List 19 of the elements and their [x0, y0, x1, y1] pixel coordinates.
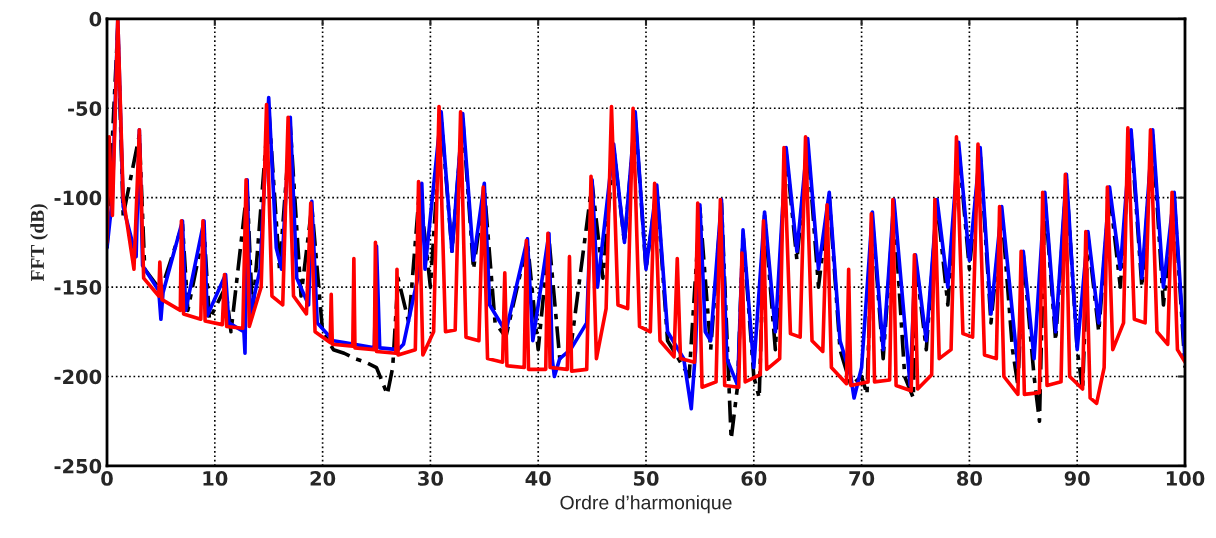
y-axis-title: FFT (dB)	[30, 204, 48, 282]
x-tick-label: 90	[1064, 471, 1090, 486]
x-tick-label: 100	[1166, 471, 1205, 486]
x-tick-label: 70	[849, 471, 875, 486]
y-tick-label: 0	[89, 11, 102, 27]
x-tick-label: 40	[525, 471, 551, 486]
x-tick-label: 0	[101, 471, 113, 486]
x-tick-label: 10	[203, 471, 228, 486]
x-tick-label: 80	[957, 471, 982, 486]
x-tick-label: 20	[310, 471, 336, 486]
x-tick-label: 50	[633, 471, 659, 486]
x-axis-title: Ordre d’harmonique	[560, 495, 732, 514]
y-tick-label: -100	[54, 190, 102, 206]
y-tick-label: -150	[54, 280, 102, 295]
x-tick-label: 60	[741, 471, 767, 486]
y-tick-label: -250	[54, 458, 102, 474]
y-tick-label: -200	[54, 369, 102, 385]
x-tick-label: 30	[418, 471, 443, 486]
y-tick-label: -50	[68, 101, 102, 116]
